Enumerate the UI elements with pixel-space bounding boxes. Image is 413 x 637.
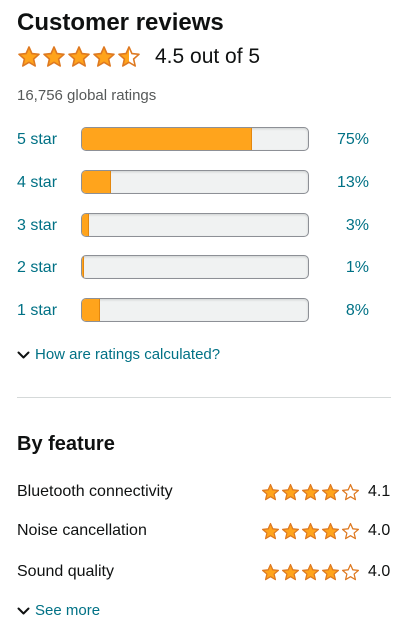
feature-rating-value: 4.0 bbox=[368, 522, 391, 539]
histogram-percent[interactable]: 75% bbox=[336, 131, 369, 148]
star-icon bbox=[321, 522, 340, 540]
star-icon bbox=[301, 563, 320, 581]
star-icon bbox=[301, 522, 320, 540]
star-icon bbox=[341, 522, 360, 540]
histogram-row-4-star[interactable]: 4 star 13% bbox=[17, 169, 377, 197]
histogram-meter-fill bbox=[82, 128, 252, 150]
star-icon bbox=[321, 563, 340, 581]
histogram-meter[interactable] bbox=[81, 298, 309, 322]
histogram-meter[interactable] bbox=[81, 170, 309, 194]
histogram-label[interactable]: 4 star bbox=[17, 174, 58, 191]
histogram-row-5-star[interactable]: 5 star 75% bbox=[17, 126, 377, 154]
global-ratings-count: 16,756 global ratings bbox=[17, 87, 157, 104]
histogram-meter[interactable] bbox=[81, 127, 309, 151]
feature-row-sound-quality: Sound quality 4.0 bbox=[17, 559, 395, 585]
histogram-meter[interactable] bbox=[81, 213, 309, 237]
feature-row-bluetooth-connectivity: Bluetooth connectivity 4.1 bbox=[17, 479, 395, 505]
overall-rating[interactable]: 4.5 out of 5 bbox=[17, 42, 260, 72]
feature-rating-value: 4.0 bbox=[368, 563, 391, 580]
histogram-label[interactable]: 1 star bbox=[17, 302, 58, 319]
feature-stars-icon bbox=[261, 522, 360, 541]
feature-name: Noise cancellation bbox=[17, 522, 147, 539]
star-icon bbox=[321, 483, 340, 501]
histogram-meter-fill bbox=[82, 214, 89, 236]
star-icon bbox=[341, 483, 360, 501]
section-divider bbox=[17, 397, 391, 398]
star-icon bbox=[281, 483, 300, 501]
page-title: Customer reviews bbox=[17, 9, 224, 36]
histogram-label[interactable]: 5 star bbox=[17, 131, 58, 148]
by-feature-heading: By feature bbox=[17, 433, 115, 455]
see-more-link[interactable]: See more bbox=[17, 600, 100, 622]
histogram-label[interactable]: 3 star bbox=[17, 217, 58, 234]
chevron-down-icon bbox=[17, 351, 30, 360]
star-icon bbox=[261, 563, 280, 581]
overall-stars-icon bbox=[17, 45, 141, 69]
histogram-meter-fill bbox=[82, 171, 112, 193]
histogram-percent[interactable]: 3% bbox=[345, 217, 369, 234]
histogram-row-2-star[interactable]: 2 star 1% bbox=[17, 254, 377, 282]
histogram-label[interactable]: 2 star bbox=[17, 259, 58, 276]
feature-name: Sound quality bbox=[17, 563, 114, 580]
histogram-percent[interactable]: 13% bbox=[336, 174, 369, 191]
overall-rating-text: 4.5 out of 5 bbox=[155, 45, 261, 68]
star-icon bbox=[301, 483, 320, 501]
feature-row-noise-cancellation: Noise cancellation 4.0 bbox=[17, 518, 395, 544]
how-ratings-calculated-label[interactable]: How are ratings calculated? bbox=[35, 346, 221, 363]
feature-stars-icon bbox=[261, 483, 360, 502]
feature-rating-value: 4.1 bbox=[368, 483, 391, 500]
star-icon bbox=[261, 522, 280, 540]
star-icon bbox=[93, 46, 115, 67]
how-ratings-calculated-link[interactable]: How are ratings calculated? bbox=[17, 344, 220, 366]
chevron-down-icon bbox=[17, 607, 30, 616]
star-icon bbox=[68, 46, 90, 67]
histogram-meter[interactable] bbox=[81, 255, 309, 279]
see-more-label[interactable]: See more bbox=[35, 602, 101, 619]
star-icon bbox=[281, 522, 300, 540]
star-icon bbox=[118, 46, 140, 67]
star-icon bbox=[341, 563, 360, 581]
star-icon bbox=[43, 46, 65, 67]
histogram-percent[interactable]: 8% bbox=[345, 302, 369, 319]
feature-name: Bluetooth connectivity bbox=[17, 483, 173, 500]
star-icon bbox=[281, 563, 300, 581]
feature-stars-icon bbox=[261, 563, 360, 582]
histogram-row-1-star[interactable]: 1 star 8% bbox=[17, 297, 377, 325]
star-icon bbox=[18, 46, 40, 67]
star-icon bbox=[261, 483, 280, 501]
histogram-meter-fill bbox=[82, 299, 101, 321]
histogram-row-3-star[interactable]: 3 star 3% bbox=[17, 212, 377, 240]
histogram-percent[interactable]: 1% bbox=[345, 259, 369, 276]
histogram-meter-fill bbox=[82, 256, 85, 278]
